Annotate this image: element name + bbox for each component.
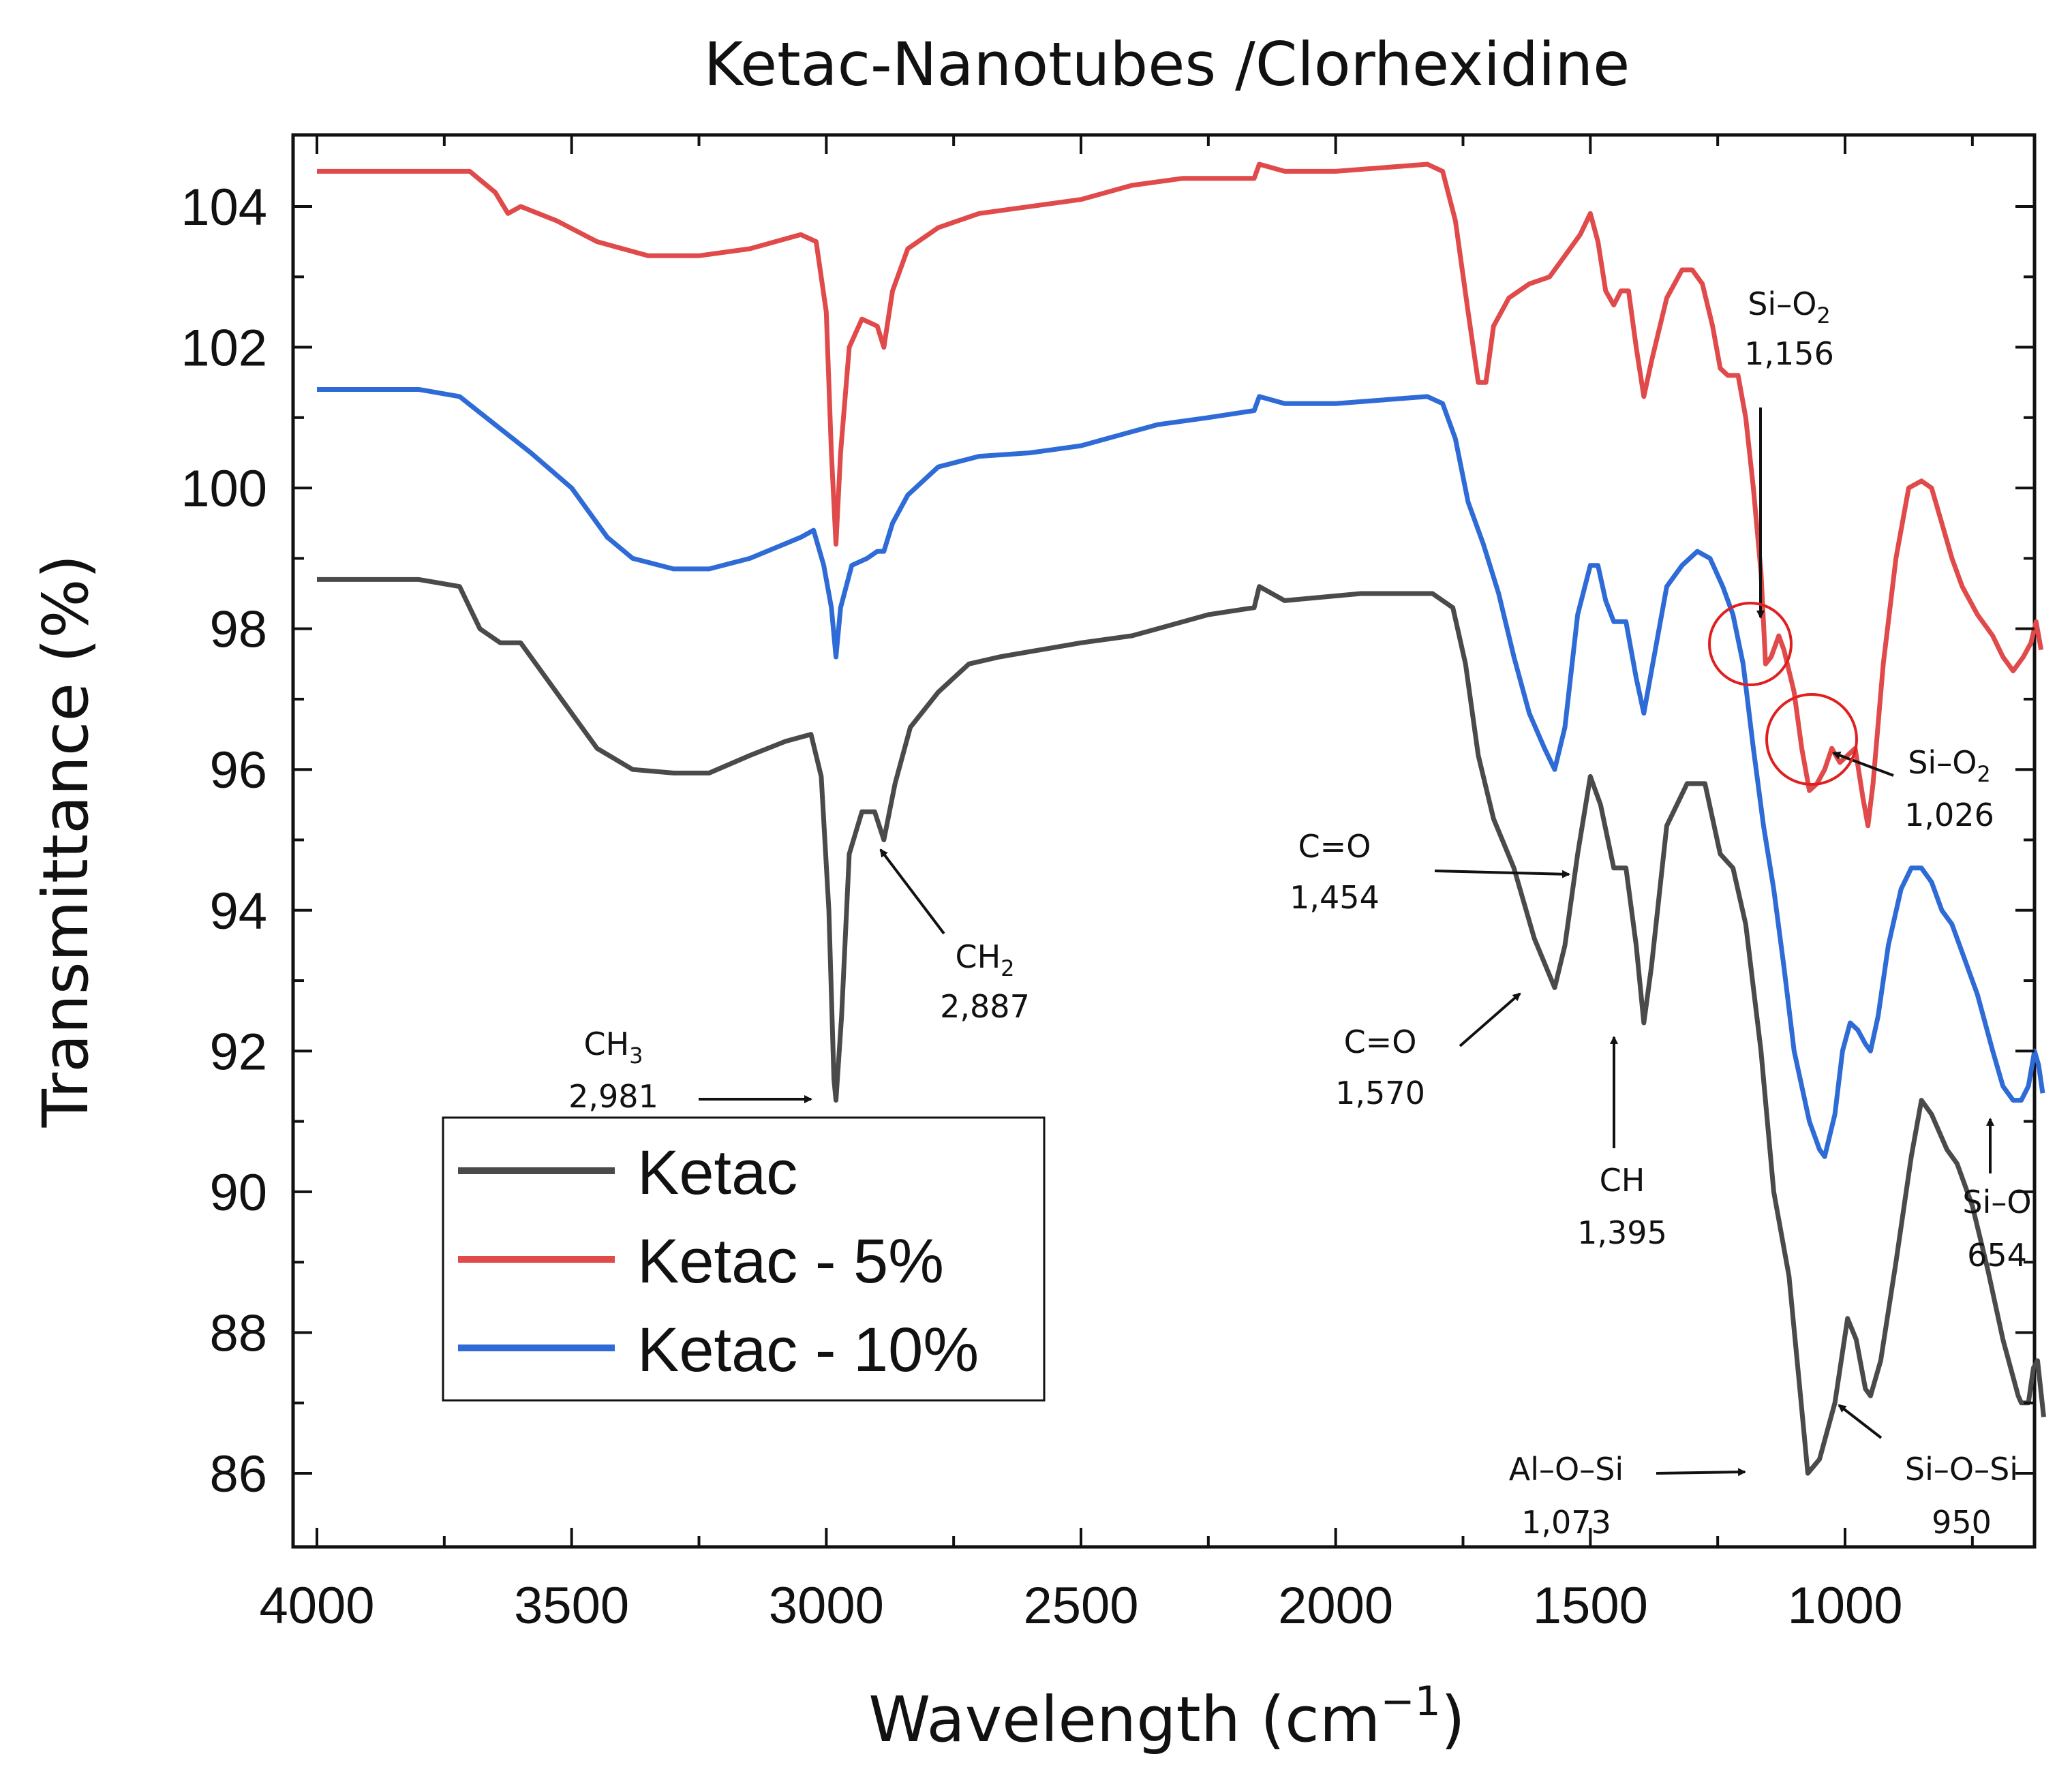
y-tick-label: 92 xyxy=(209,1023,267,1081)
series-line-ketac xyxy=(317,577,2046,1476)
series-line-ketac-5 xyxy=(317,162,2044,829)
y-tick-label: 100 xyxy=(181,460,267,518)
annotation-ch1395-label: CH xyxy=(1600,1162,1645,1199)
annotation-co1570: C=O 1,570 xyxy=(1335,992,1521,1111)
x-tick-label: 3500 xyxy=(514,1577,629,1635)
svg-text:Si–O2: Si–O2 xyxy=(1908,744,1991,787)
y-tick-label: 102 xyxy=(181,320,267,378)
annotation-sio2-1156-sub: 2 xyxy=(1816,303,1830,328)
annotation-alosi-label: Al–O–Si xyxy=(1509,1451,1624,1488)
legend: Ketac Ketac - 5% Ketac - 10% xyxy=(442,1116,1046,1402)
annotation-sio654: Si–O 654 xyxy=(1962,1118,2032,1274)
y-tick-label: 96 xyxy=(209,741,267,799)
annotation-co1454-label: C=O xyxy=(1298,828,1371,865)
annotation-co1454-value: 1,454 xyxy=(1290,879,1380,916)
annotation-ch1395-value: 1,395 xyxy=(1577,1214,1667,1251)
annotation-siosi-value: 950 xyxy=(1932,1504,1992,1541)
annotation-co1454: C=O 1,454 xyxy=(1290,828,1570,916)
legend-label-ketac-5: Ketac - 5% xyxy=(637,1227,944,1296)
annotation-ch2-arrow xyxy=(879,848,945,935)
annotation-sio2-1026-sub: 2 xyxy=(1977,761,1990,787)
x-tick-label: 3000 xyxy=(769,1577,884,1635)
annotation-alosi: Al–O–Si 1,073 xyxy=(1509,1451,1746,1541)
annotation-sio654-label: Si–O xyxy=(1962,1184,2031,1220)
legend-label-ketac-10: Ketac - 10% xyxy=(637,1315,979,1385)
annotation-ch1395: CH 1,395 xyxy=(1577,1036,1667,1251)
annotation-sio2-1156-label: Si–O xyxy=(1748,286,1816,322)
y-tick-labels: 86 88 90 92 94 96 98 100 102 104 xyxy=(181,179,267,1503)
x-tick-label: 1500 xyxy=(1533,1577,1648,1635)
annotation-sio654-value: 654 xyxy=(1967,1237,2027,1274)
y-axis-label: Transmittance (%) xyxy=(29,555,102,1128)
x-axis-label: Wavelength (cm−1) xyxy=(868,1678,1465,1756)
annotation-alosi-arrow xyxy=(1656,1468,1746,1477)
svg-text:Si–O2: Si–O2 xyxy=(1748,286,1831,328)
annotation-ch2-value: 2,887 xyxy=(940,988,1030,1025)
y-tick-label: 94 xyxy=(209,882,267,940)
annotation-co1570-value: 1,570 xyxy=(1335,1075,1425,1111)
y-tick-label: 86 xyxy=(209,1445,267,1503)
annotation-ch3: CH3 2,981 xyxy=(568,1026,812,1115)
x-tick-label: 4000 xyxy=(259,1577,374,1635)
annotation-alosi-value: 1,073 xyxy=(1521,1504,1611,1541)
annotation-sio2-1026: Si–O2 1,026 xyxy=(1765,693,1994,833)
series-layer xyxy=(317,162,2046,1476)
annotation-co1570-arrow xyxy=(1459,992,1521,1047)
x-tick-label: 1000 xyxy=(1787,1577,1902,1635)
annotation-sio2-1156-value: 1,156 xyxy=(1744,335,1834,372)
plot-area xyxy=(291,133,2046,1549)
annotation-co1454-arrow xyxy=(1434,870,1570,878)
x-tick-labels: 4000 3500 3000 2500 2000 1500 1000 xyxy=(259,1577,1902,1635)
annotation-co1570-label: C=O xyxy=(1344,1024,1417,1060)
annotation-sio2-1026-value: 1,026 xyxy=(1904,797,1994,833)
chart-title: Ketac-Nanotubes /Clorhexidine xyxy=(704,29,1630,99)
annotation-sio2-1156: Si–O2 1,156 xyxy=(1708,286,1834,686)
svg-text:CH3: CH3 xyxy=(583,1026,643,1069)
annotation-sio2-1156-circle xyxy=(1708,602,1793,686)
x-tick-label: 2500 xyxy=(1023,1577,1138,1635)
annotation-sio2-1026-circle xyxy=(1765,693,1858,786)
annotation-ch3-sub: 3 xyxy=(629,1043,643,1069)
ticks-layer xyxy=(293,135,2035,1547)
annotation-sio2-1026-label: Si–O xyxy=(1908,744,1977,781)
annotation-ch2-sub: 2 xyxy=(1001,955,1014,981)
y-tick-label: 104 xyxy=(181,179,267,236)
annotation-ch2: CH2 2,887 xyxy=(879,848,1030,1025)
annotation-ch2-label: CH xyxy=(955,938,1001,975)
annotation-sio2-1026-arrow xyxy=(1832,751,1894,777)
y-tick-label: 90 xyxy=(209,1164,267,1222)
x-tick-label: 2000 xyxy=(1278,1577,1393,1635)
series-line-ketac-10 xyxy=(317,387,2045,1159)
annotation-ch3-value: 2,981 xyxy=(568,1078,658,1115)
x-axis-label-main: Wavelength (cm xyxy=(868,1683,1380,1756)
x-axis-label-end: ) xyxy=(1441,1683,1465,1756)
annotation-siosi-label: Si–O–Si xyxy=(1905,1451,2018,1488)
annotation-siosi: Si–O–Si 950 xyxy=(1838,1404,2018,1541)
legend-label-ketac: Ketac xyxy=(637,1138,797,1208)
y-tick-label: 98 xyxy=(209,601,267,659)
y-tick-label: 88 xyxy=(209,1304,267,1362)
svg-text:CH2: CH2 xyxy=(955,938,1014,981)
x-axis-label-sup: −1 xyxy=(1380,1678,1440,1725)
annotation-ch3-label: CH xyxy=(583,1026,629,1062)
annotation-siosi-arrow xyxy=(1838,1404,1883,1439)
